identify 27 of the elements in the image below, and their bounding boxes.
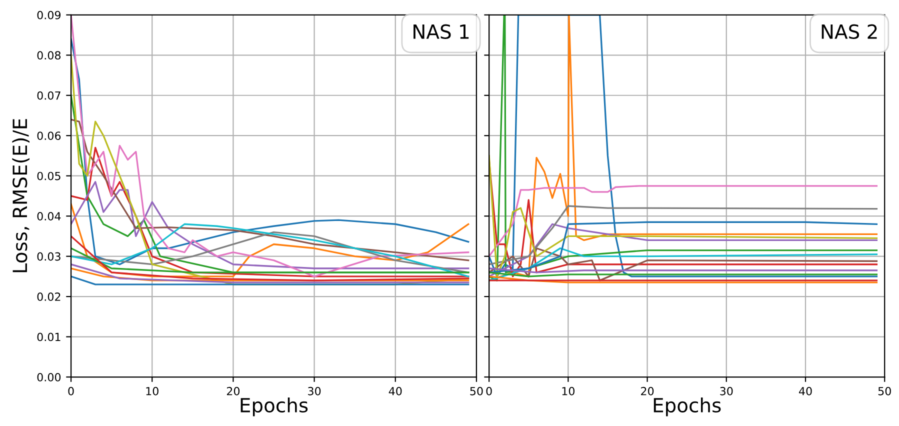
y-tick-label: 0.06 (37, 132, 61, 140)
x-tick-label: 20 (641, 386, 654, 396)
x-axis-title: Epochs (654, 397, 721, 416)
y-tick-label: 0.04 (37, 212, 61, 220)
x-tick-label: 30 (308, 386, 321, 396)
x-tick-label: 40 (388, 386, 402, 396)
y-tick-label: 0.02 (37, 292, 60, 301)
x-tick-label: 0 (486, 386, 492, 396)
y-tick-label: 0.09 (37, 10, 61, 20)
x-tick-label: 30 (720, 386, 733, 396)
legend-title: NAS 2 (822, 24, 877, 40)
legend-title: NAS 1 (414, 24, 469, 40)
y-tick-label: 0.08 (37, 51, 61, 60)
y-tick-label: 0.01 (37, 332, 60, 342)
x-tick-label: 0 (68, 386, 74, 396)
x-tick-label: 50 (470, 386, 483, 396)
x-tick-label: 10 (562, 386, 574, 396)
y-tick-label: 0.07 (37, 91, 60, 100)
y-tick-label: 0.03 (37, 252, 60, 261)
x-tick-label: 20 (226, 386, 240, 396)
y-axis-title: Loss, RMSE(E)/E (12, 119, 30, 272)
y-tick-label: 0.00 (37, 372, 61, 382)
x-tick-label: 10 (146, 386, 158, 396)
x-tick-label: 50 (878, 386, 891, 396)
y-tick-label: 0.05 (37, 172, 60, 180)
x-axis-title: Epochs (240, 397, 308, 416)
x-tick-label: 40 (798, 386, 812, 396)
